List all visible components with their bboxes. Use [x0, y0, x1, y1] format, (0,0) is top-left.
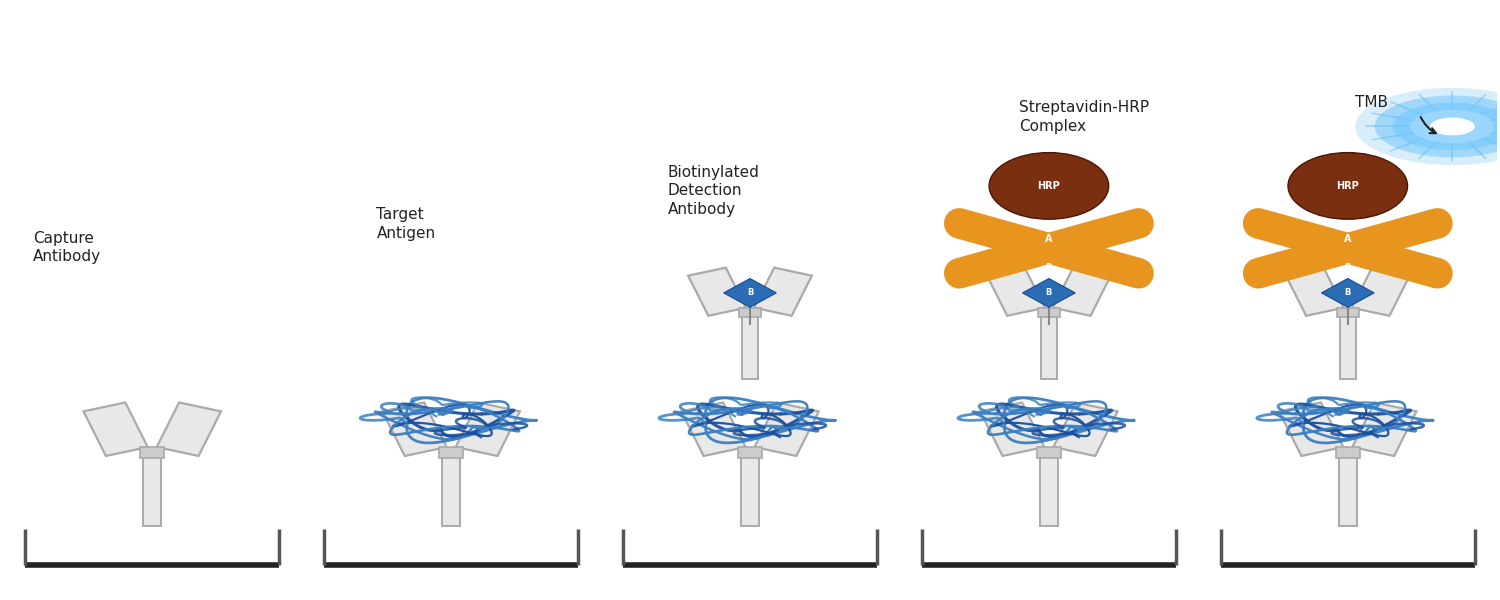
Polygon shape [84, 403, 147, 456]
FancyBboxPatch shape [738, 447, 762, 458]
Polygon shape [1023, 278, 1076, 307]
Polygon shape [723, 278, 777, 307]
Text: Capture
Antibody: Capture Antibody [33, 231, 101, 265]
Text: A: A [1046, 235, 1053, 244]
Text: B: B [1344, 289, 1352, 298]
FancyBboxPatch shape [1336, 308, 1359, 317]
Polygon shape [456, 403, 520, 456]
Polygon shape [156, 403, 220, 456]
Polygon shape [681, 403, 746, 456]
Text: HRP: HRP [1038, 181, 1060, 191]
Polygon shape [382, 403, 447, 456]
FancyBboxPatch shape [440, 447, 464, 458]
Text: B: B [1046, 263, 1052, 272]
Polygon shape [688, 268, 746, 316]
Text: Biotinylated
Detection
Antibody: Biotinylated Detection Antibody [668, 164, 759, 217]
FancyBboxPatch shape [442, 455, 460, 526]
Text: A: A [1344, 235, 1352, 244]
Ellipse shape [1410, 110, 1494, 143]
FancyBboxPatch shape [741, 455, 759, 526]
Text: B: B [1344, 263, 1352, 272]
Polygon shape [987, 268, 1046, 316]
FancyBboxPatch shape [1340, 455, 1356, 526]
Ellipse shape [1288, 152, 1407, 219]
Polygon shape [754, 403, 819, 456]
Text: B: B [1046, 289, 1052, 298]
Polygon shape [980, 403, 1044, 456]
Polygon shape [1286, 268, 1344, 316]
Text: TMB: TMB [1356, 95, 1389, 110]
Text: Streptavidin-HRP
Complex: Streptavidin-HRP Complex [1019, 100, 1149, 134]
FancyBboxPatch shape [1336, 447, 1359, 458]
FancyBboxPatch shape [740, 308, 760, 317]
Polygon shape [1322, 278, 1374, 307]
FancyBboxPatch shape [1036, 447, 1060, 458]
FancyBboxPatch shape [742, 314, 758, 379]
Ellipse shape [1430, 118, 1474, 136]
Polygon shape [1053, 403, 1118, 456]
FancyBboxPatch shape [1340, 314, 1356, 379]
FancyBboxPatch shape [1038, 308, 1059, 317]
Text: Target
Antigen: Target Antigen [376, 207, 435, 241]
Text: HRP: HRP [1336, 181, 1359, 191]
FancyBboxPatch shape [141, 447, 164, 458]
FancyBboxPatch shape [1041, 314, 1058, 379]
Ellipse shape [988, 152, 1108, 219]
FancyBboxPatch shape [144, 455, 160, 526]
FancyBboxPatch shape [1040, 455, 1058, 526]
Polygon shape [754, 268, 812, 316]
Ellipse shape [1392, 103, 1500, 150]
Text: B: B [747, 289, 753, 298]
Polygon shape [1053, 268, 1112, 316]
Polygon shape [1353, 403, 1416, 456]
Polygon shape [1352, 268, 1410, 316]
Ellipse shape [1356, 88, 1500, 165]
Ellipse shape [1374, 95, 1500, 157]
Polygon shape [1280, 403, 1344, 456]
